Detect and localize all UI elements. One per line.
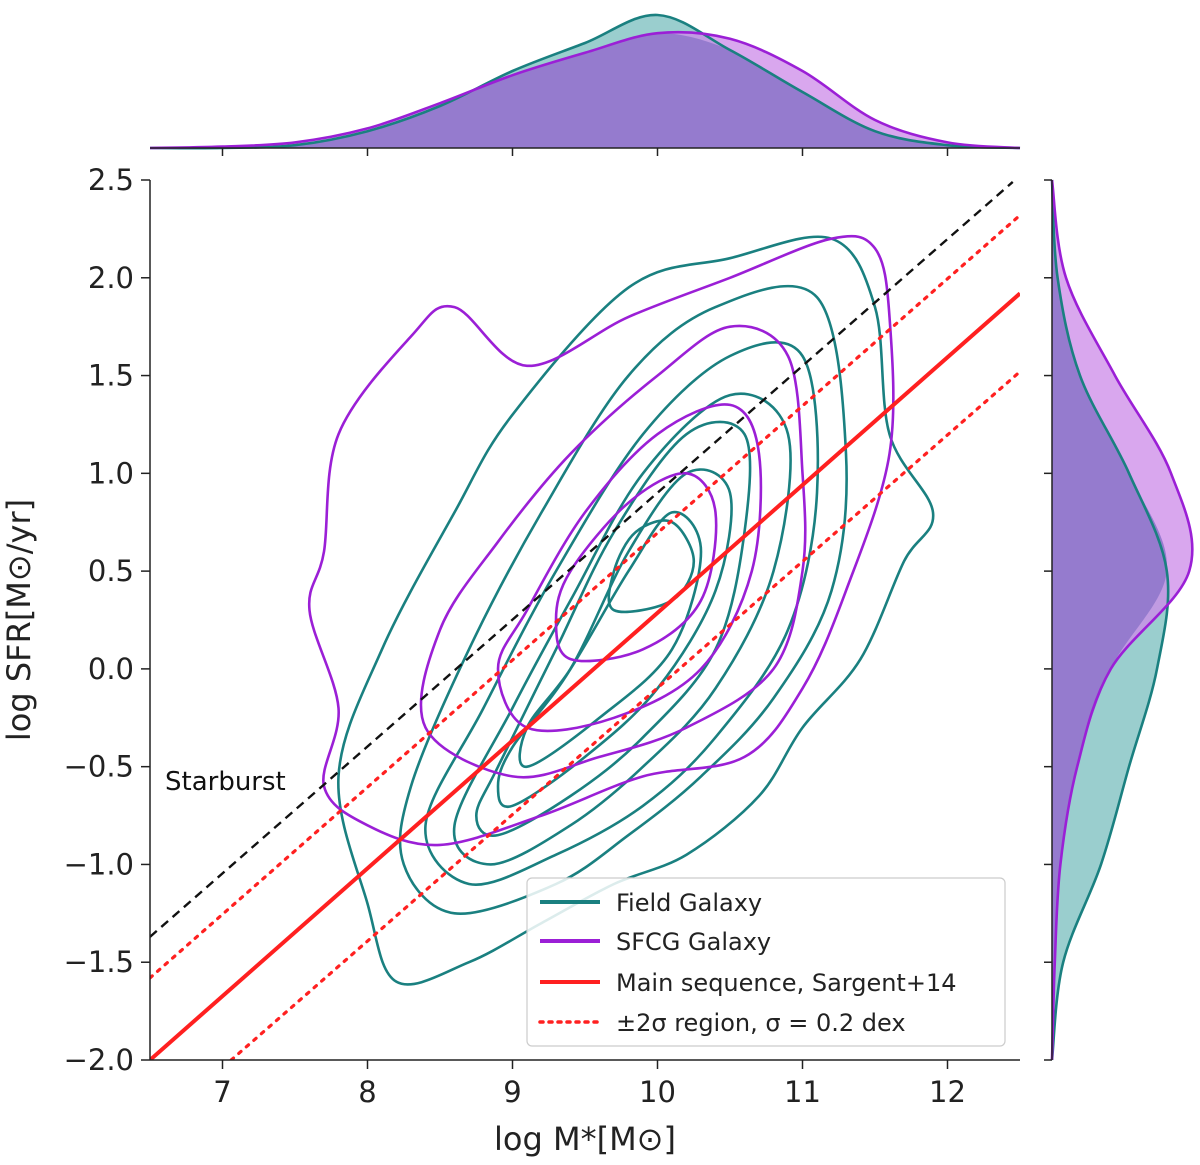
field-contour-level-4 <box>452 392 792 866</box>
x-tick-label: 8 <box>358 1075 376 1109</box>
main-sequence-line <box>150 291 1020 1060</box>
sfcg-galaxy-contours <box>307 234 895 847</box>
field-contour-level-6 <box>496 468 733 809</box>
starburst-line <box>150 181 1014 938</box>
x-axis-ticks: 7 8 9 10 11 12 <box>213 1060 966 1109</box>
x-tick-label: 12 <box>929 1075 966 1109</box>
y-tick-label: −1.0 <box>64 847 134 881</box>
x-axis-title: log M*[M⊙] <box>494 1120 676 1158</box>
y-tick-label: −0.5 <box>64 750 134 784</box>
legend-box <box>526 877 1006 1047</box>
y-tick-label: 1.0 <box>88 456 134 490</box>
right-overlap-fill <box>1052 180 1168 1060</box>
legend: Field Galaxy SFCG Galaxy Main sequence, … <box>526 877 1006 1047</box>
field-contour-level-3 <box>424 341 820 887</box>
y-tick-label: 1.5 <box>88 359 134 393</box>
legend-label-sfcg: SFCG Galaxy <box>616 928 771 956</box>
top-field-curve <box>149 13 1021 150</box>
legend-label-main-sequence: Main sequence, Sargent+14 <box>616 969 957 997</box>
sfcg-contour-level-3 <box>496 403 763 733</box>
y-axis-title: log SFR[M⊙/yr] <box>0 499 38 741</box>
right-field-curve <box>1050 179 1170 1061</box>
sigma-lower-line <box>229 370 1020 1060</box>
y-tick-label: 2.0 <box>88 261 134 295</box>
y-axis-ticks: −2.0 −1.5 −1.0 −0.5 0.0 0.5 1.0 1.5 2.0 2.5 <box>64 163 150 1077</box>
top-marginal-kde <box>149 13 1021 150</box>
sfcg-contour-level-4 <box>554 471 718 663</box>
sfcg-contour-level-1 <box>307 234 895 847</box>
reference-lines <box>150 181 1020 1060</box>
x-tick-label: 11 <box>784 1075 821 1109</box>
top-marginal-ticks <box>221 148 949 156</box>
right-marginal-kde <box>1050 179 1194 1061</box>
right-marginal-ticks <box>1044 179 1052 1061</box>
y-tick-label: 0.0 <box>88 652 134 686</box>
field-galaxy-contours <box>337 235 935 986</box>
starburst-annotation: Starburst <box>165 767 286 797</box>
sigma-upper-line <box>150 213 1020 980</box>
top-sfcg-curve <box>149 30 1021 150</box>
legend-label-field: Field Galaxy <box>616 889 762 917</box>
top-overlap-fill <box>150 33 1020 149</box>
y-tick-label: 0.5 <box>88 554 134 588</box>
x-tick-label: 7 <box>213 1075 231 1109</box>
right-sfcg-curve <box>1050 179 1194 1061</box>
legend-label-sigma: ±2σ region, σ = 0.2 dex <box>616 1009 906 1037</box>
y-tick-label: 2.5 <box>88 163 134 197</box>
y-tick-label: −2.0 <box>64 1043 134 1077</box>
field-contour-level-2 <box>398 284 848 915</box>
x-tick-label: 9 <box>503 1075 521 1109</box>
x-tick-label: 10 <box>639 1075 676 1109</box>
y-tick-label: −1.5 <box>64 945 134 979</box>
field-contour-level-5 <box>474 420 752 837</box>
field-contour-level-7 <box>518 510 703 768</box>
